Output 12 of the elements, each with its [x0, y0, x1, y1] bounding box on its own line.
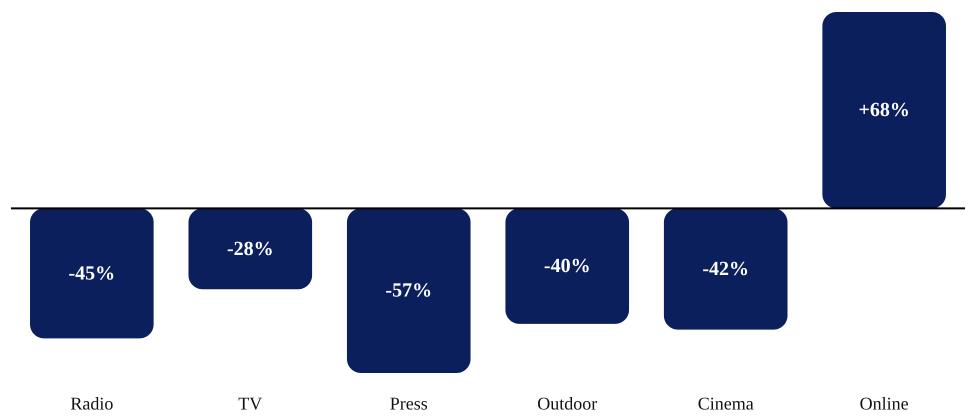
x-tick-label: Press — [390, 394, 428, 414]
x-tick-label: Cinema — [698, 394, 754, 414]
data-label: -42% — [702, 258, 750, 280]
x-tick-label: Online — [860, 394, 909, 414]
x-tick-label: Outdoor — [537, 394, 598, 414]
data-label: -28% — [226, 238, 274, 260]
data-label: +68% — [858, 99, 910, 122]
data-label: -57% — [385, 280, 432, 302]
x-tick-label: Radio — [70, 394, 114, 414]
data-label: -40% — [544, 255, 591, 278]
data-label: -45% — [68, 262, 116, 284]
x-tick-label: TV — [238, 394, 262, 414]
